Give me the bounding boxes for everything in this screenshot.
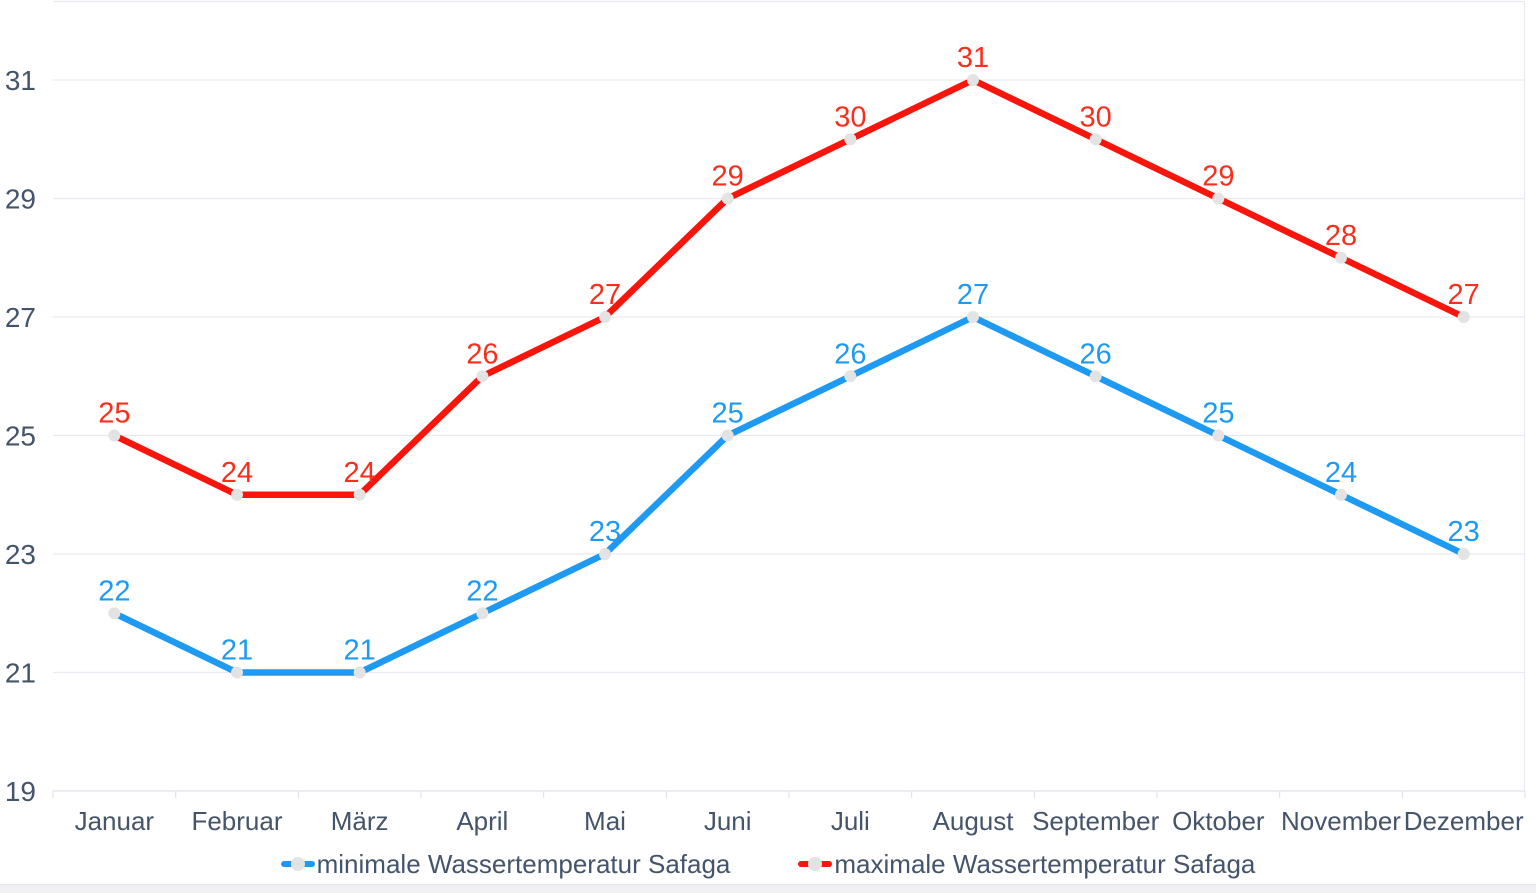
data-label-min-august: 27 [957, 279, 989, 311]
data-point-min-märz[interactable] [353, 666, 366, 679]
x-axis-label-januar: Januar [75, 806, 155, 836]
data-point-max-juni[interactable] [721, 192, 734, 205]
data-point-min-april[interactable] [476, 607, 489, 620]
y-axis-label-21: 21 [5, 658, 36, 689]
data-point-max-märz[interactable] [353, 488, 366, 501]
legend-max-label: maximale Wassertemperatur Safaga [834, 849, 1256, 879]
x-axis-label-september: September [1032, 806, 1160, 836]
x-axis-label-august: August [933, 806, 1015, 836]
data-label-max-februar: 24 [221, 457, 253, 489]
legend-min-dot [290, 857, 305, 871]
x-axis-label-märz: März [331, 806, 389, 836]
data-point-min-november[interactable] [1335, 488, 1347, 501]
chart-legend: minimale Wassertemperatur Safaga maximal… [0, 848, 1536, 880]
data-point-max-august[interactable] [967, 74, 979, 86]
data-label-max-juni: 29 [712, 161, 744, 193]
data-label-max-november: 28 [1325, 220, 1357, 252]
y-axis-label-19: 19 [5, 776, 36, 807]
data-point-min-januar[interactable] [108, 607, 121, 620]
data-label-min-november: 24 [1325, 457, 1357, 489]
data-point-min-juli[interactable] [844, 370, 857, 383]
data-point-min-oktober[interactable] [1212, 429, 1225, 442]
data-label-min-märz: 21 [344, 635, 376, 667]
y-axis-label-23: 23 [5, 539, 36, 570]
x-axis-label-juli: Juli [831, 806, 870, 836]
data-point-max-februar[interactable] [231, 488, 243, 501]
legend-max-line-marker-icon [798, 857, 833, 871]
data-point-max-oktober[interactable] [1212, 192, 1225, 205]
data-point-max-november[interactable] [1335, 251, 1347, 264]
page-bottom-scrollbar[interactable] [0, 884, 1536, 893]
data-point-min-dezember[interactable] [1457, 548, 1470, 560]
legend-item-max-temperature[interactable]: maximale Wassertemperatur Safaga [798, 849, 1255, 879]
y-axis-label-25: 25 [5, 421, 36, 452]
data-point-min-juni[interactable] [721, 429, 734, 442]
data-point-max-september[interactable] [1089, 133, 1102, 146]
x-axis-label-dezember: Dezember [1404, 806, 1524, 836]
data-label-max-april: 26 [466, 338, 498, 370]
data-point-min-februar[interactable] [231, 666, 243, 679]
y-axis-label-29: 29 [5, 184, 36, 215]
data-label-min-september: 26 [1080, 338, 1112, 370]
data-label-min-dezember: 23 [1448, 516, 1480, 548]
data-label-min-oktober: 25 [1202, 398, 1234, 430]
x-axis-label-februar: Februar [191, 806, 282, 836]
legend-max-dot [808, 857, 823, 871]
x-axis-label-november: November [1281, 806, 1401, 836]
data-point-max-mai[interactable] [599, 311, 611, 323]
data-label-max-juli: 30 [834, 101, 866, 133]
data-point-min-mai[interactable] [599, 548, 611, 560]
data-label-min-mai: 23 [589, 516, 621, 548]
legend-min-label: minimale Wassertemperatur Safaga [316, 849, 731, 879]
data-label-min-april: 22 [466, 575, 498, 607]
data-label-min-juni: 25 [712, 398, 744, 430]
data-point-max-juli[interactable] [844, 133, 857, 146]
data-label-max-januar: 25 [98, 398, 130, 430]
data-point-max-april[interactable] [476, 370, 489, 383]
data-point-max-dezember[interactable] [1457, 311, 1470, 323]
x-axis-label-april: April [456, 806, 508, 836]
x-axis-label-juni: Juni [704, 806, 752, 836]
data-label-max-märz: 24 [344, 457, 376, 489]
x-axis-label-mai: Mai [584, 806, 626, 836]
series-line-min [111, 313, 1467, 676]
data-label-max-august: 31 [957, 42, 989, 74]
data-label-max-mai: 27 [589, 279, 621, 311]
data-label-min-juli: 26 [834, 338, 866, 370]
series-line-max [111, 76, 1467, 498]
x-axis-label-oktober: Oktober [1172, 806, 1265, 836]
legend-min-line-marker-icon [280, 857, 315, 871]
data-label-max-september: 30 [1080, 101, 1112, 133]
data-point-min-september[interactable] [1089, 370, 1102, 383]
y-axis-label-31: 31 [5, 65, 36, 96]
data-label-min-januar: 22 [98, 575, 130, 607]
data-point-min-august[interactable] [967, 311, 979, 323]
data-label-max-dezember: 27 [1448, 279, 1480, 311]
data-point-max-januar[interactable] [108, 429, 121, 442]
legend-item-min-temperature[interactable]: minimale Wassertemperatur Safaga [280, 849, 731, 879]
y-axis-label-27: 27 [5, 302, 36, 333]
data-label-min-februar: 21 [221, 635, 253, 667]
data-label-max-oktober: 29 [1202, 161, 1234, 193]
